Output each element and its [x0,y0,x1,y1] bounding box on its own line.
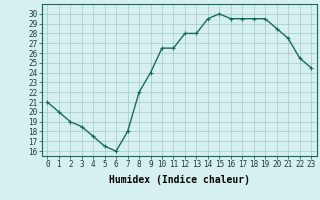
X-axis label: Humidex (Indice chaleur): Humidex (Indice chaleur) [109,175,250,185]
